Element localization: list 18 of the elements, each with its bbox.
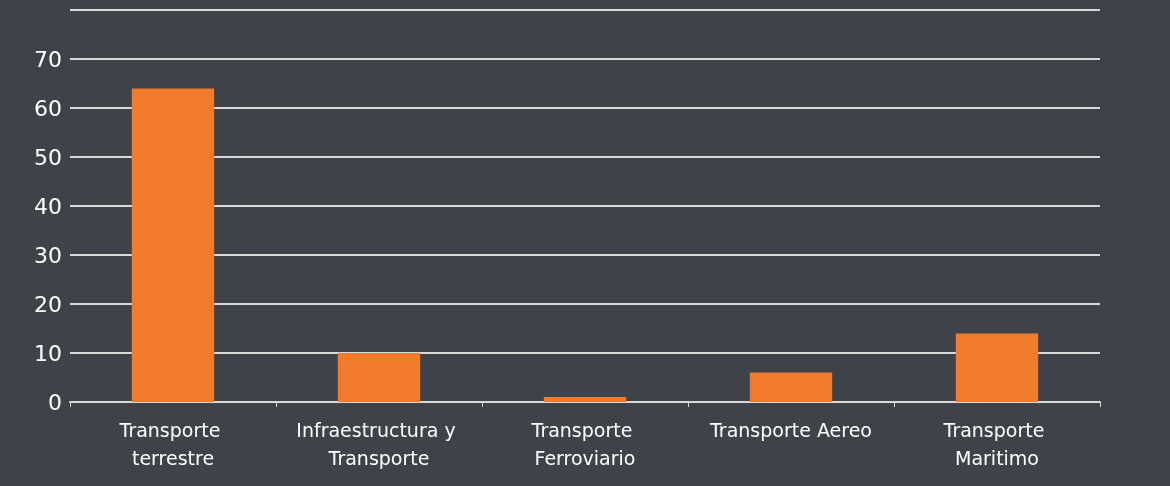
bar: [749, 372, 833, 402]
x-tick-label: Transporte terrestre: [118, 419, 227, 469]
y-tick-label: 40: [34, 193, 62, 219]
bar: [131, 88, 215, 402]
x-tick-label: Infraestructura y Transporte: [296, 419, 462, 469]
bar: [337, 353, 421, 402]
y-tick-label: 20: [34, 291, 62, 317]
y-tick-label: 0: [48, 389, 62, 415]
y-tick-label: 60: [34, 95, 62, 121]
y-tick-label: 10: [34, 340, 62, 366]
x-tick-label: Transporte Maritimo: [942, 419, 1051, 469]
y-tick-label: 30: [34, 242, 62, 268]
y-tick-label: 70: [34, 46, 62, 72]
x-tick-label: Transporte Ferroviario: [530, 419, 639, 469]
x-tick-label: Transporte Aereo: [709, 419, 872, 441]
y-tick-label: 50: [34, 144, 62, 170]
bar: [955, 333, 1039, 402]
bar: [543, 397, 627, 402]
